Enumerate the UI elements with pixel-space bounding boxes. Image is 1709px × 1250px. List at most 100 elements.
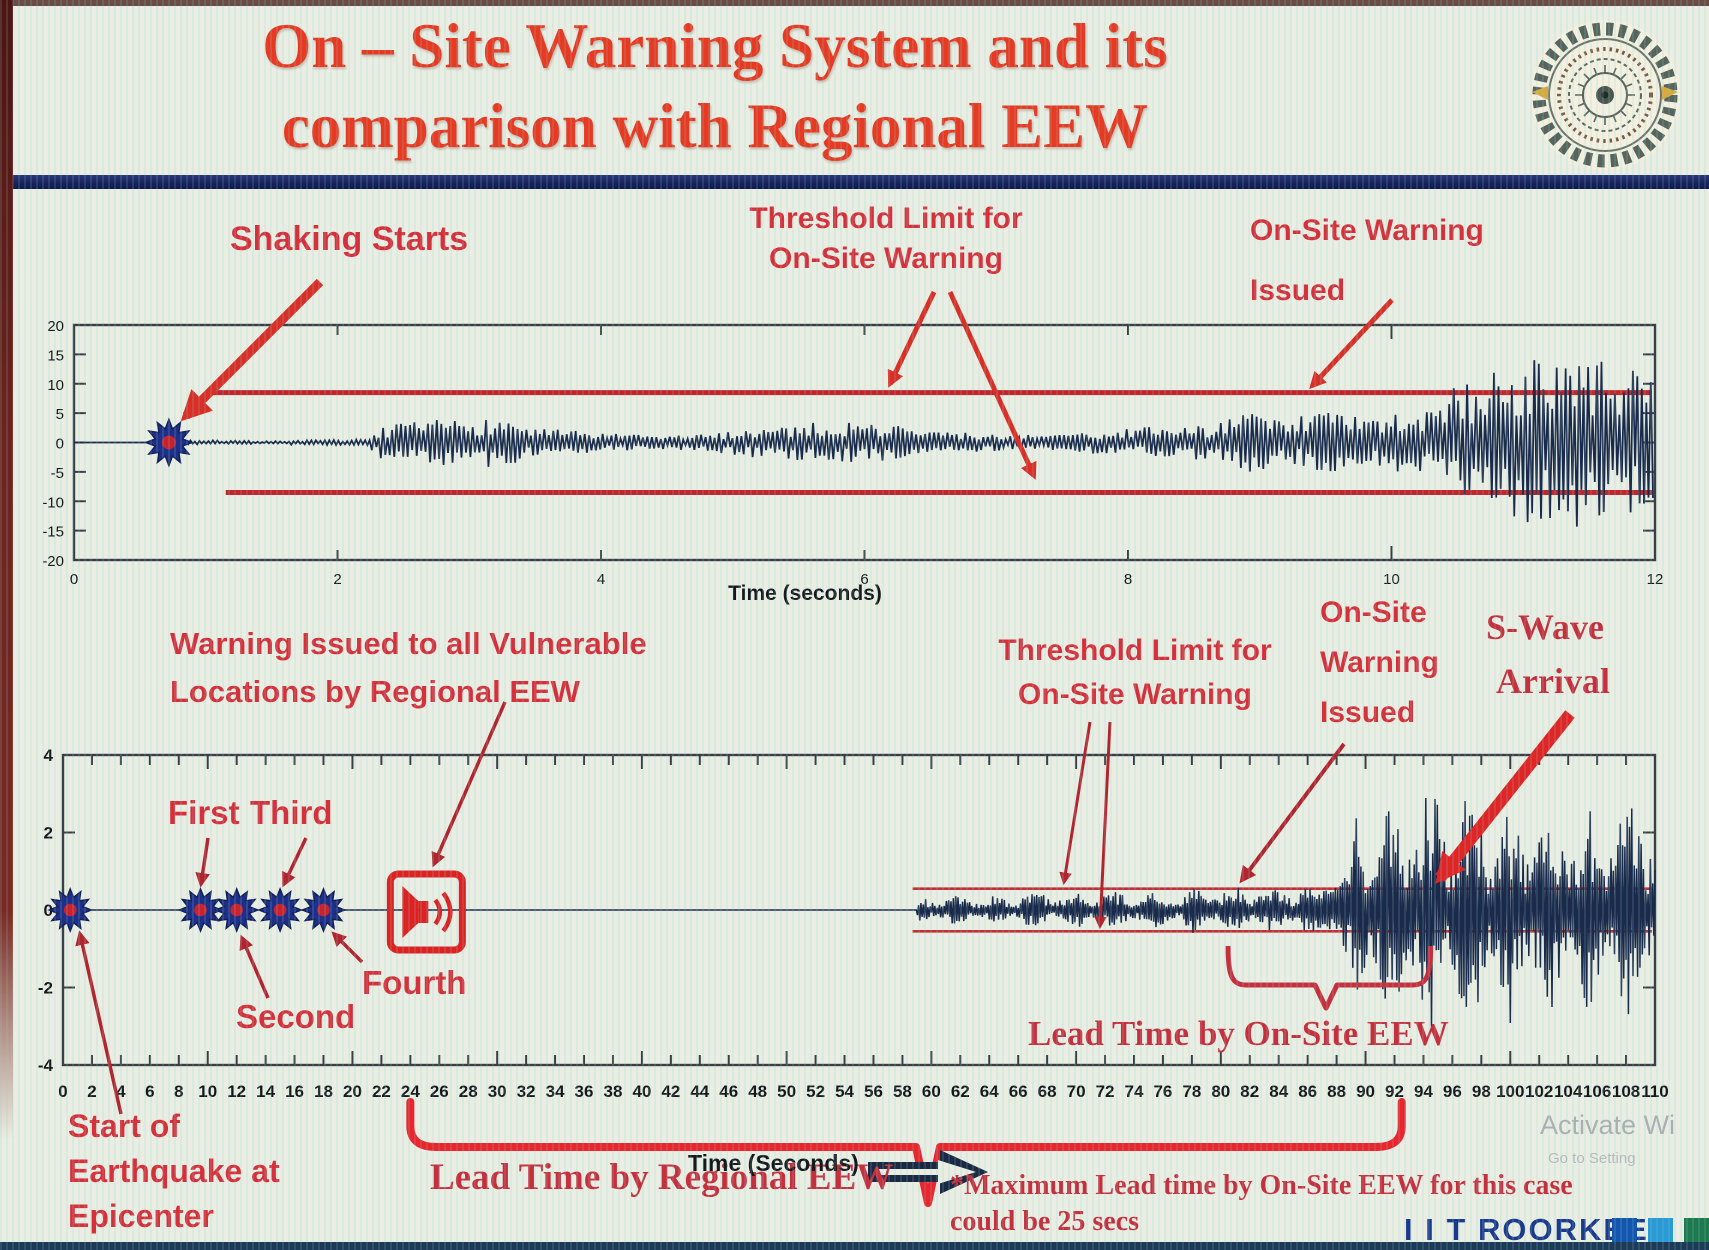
svg-text:28: 28: [459, 1082, 478, 1101]
footer-square-green-icon: [1684, 1218, 1709, 1243]
svg-text:10: 10: [1383, 571, 1400, 588]
arrow-start-epicenter: [80, 934, 121, 1114]
label-regional-warning-line2: Locations by Regional EEW: [170, 674, 580, 710]
label-start-epicenter-line2: Earthquake at: [68, 1153, 280, 1190]
svg-text:100: 100: [1496, 1082, 1524, 1101]
svg-text:56: 56: [864, 1082, 883, 1101]
arrow-first: [201, 838, 208, 884]
arrow-fourth: [334, 934, 362, 962]
svg-text:44: 44: [690, 1082, 709, 1101]
arrow-regional-warning-to-icon: [434, 702, 505, 864]
svg-text:4: 4: [44, 746, 54, 765]
svg-text:0: 0: [56, 436, 64, 453]
svg-text:22: 22: [372, 1082, 391, 1101]
label-onsite-issued-top-line1: On-Site Warning: [1250, 214, 1484, 248]
arrow-threshold-top-upper: [890, 292, 934, 384]
svg-text:62: 62: [951, 1082, 970, 1101]
svg-text:0: 0: [70, 571, 78, 588]
label-onsite-issued-bottom-line3: Issued: [1320, 696, 1415, 730]
svg-text:108: 108: [1612, 1082, 1640, 1101]
svg-text:20: 20: [47, 318, 64, 335]
svg-text:50: 50: [777, 1082, 796, 1101]
lead-time-onsite-brace: [1228, 946, 1431, 1008]
svg-text:54: 54: [835, 1082, 854, 1101]
svg-text:2: 2: [87, 1082, 96, 1101]
bottom-chart-xlabel: Time (Seconds): [688, 1150, 859, 1177]
photo-edge-bottom: [0, 1242, 1709, 1250]
svg-text:14: 14: [256, 1082, 275, 1101]
svg-text:68: 68: [1038, 1082, 1057, 1101]
svg-text:58: 58: [893, 1082, 912, 1101]
svg-text:104: 104: [1554, 1082, 1583, 1101]
svg-text:96: 96: [1443, 1082, 1462, 1101]
svg-text:16: 16: [285, 1082, 304, 1101]
epicenter-star-marker: [49, 889, 91, 931]
svg-text:34: 34: [546, 1082, 565, 1101]
label-onsite-issued-bottom-line1: On-Site: [1320, 596, 1427, 630]
arrow-onsite-issued-top: [1312, 300, 1392, 386]
svg-text:46: 46: [719, 1082, 738, 1101]
svg-text:5: 5: [56, 406, 64, 423]
label-regional-warning-line1: Warning Issued to all Vulnerable: [170, 626, 647, 662]
svg-text:-20: -20: [42, 553, 64, 570]
svg-text:76: 76: [1153, 1082, 1172, 1101]
svg-text:102: 102: [1525, 1082, 1553, 1101]
svg-text:72: 72: [1096, 1082, 1115, 1101]
station-trigger-star-marker-2: [216, 889, 258, 931]
label-threshold-bottom-line1: Threshold Limit for: [960, 634, 1310, 668]
station-trigger-star-marker-4: [303, 889, 345, 931]
photo-edge-top: [0, 0, 1709, 6]
label-lead-time-onsite: Lead Time by On-Site EEW: [1028, 1014, 1449, 1054]
arrow-third: [284, 838, 306, 884]
svg-text:90: 90: [1356, 1082, 1375, 1101]
label-swave-line1: S-Wave: [1486, 606, 1604, 648]
arrow-threshold-bottom-upper: [1064, 722, 1090, 882]
svg-text:48: 48: [748, 1082, 767, 1101]
svg-text:8: 8: [1124, 571, 1132, 588]
svg-text:36: 36: [575, 1082, 594, 1101]
arrow-onsite-issued-bottom: [1242, 744, 1344, 880]
svg-text:0: 0: [58, 1082, 67, 1101]
arrow-shaking-starts: [186, 282, 320, 416]
label-threshold-top-line1: Threshold Limit for: [730, 202, 1042, 236]
svg-text:10: 10: [47, 377, 64, 394]
top-seismogram: 02468101220151050-5-10-15-20: [42, 318, 1663, 588]
svg-text:94: 94: [1414, 1082, 1433, 1101]
svg-text:88: 88: [1327, 1082, 1346, 1101]
label-shaking-starts: Shaking Starts: [230, 220, 468, 259]
svg-text:15: 15: [47, 347, 64, 364]
label-start-epicenter-line3: Epicenter: [68, 1198, 214, 1235]
svg-text:8: 8: [174, 1082, 183, 1101]
svg-text:40: 40: [632, 1082, 651, 1101]
svg-text:-15: -15: [42, 524, 64, 541]
label-first: First: [168, 794, 240, 832]
svg-text:74: 74: [1125, 1082, 1144, 1101]
label-fourth: Fourth: [362, 964, 466, 1002]
svg-text:80: 80: [1211, 1082, 1230, 1101]
top-seismogram-waveform: [74, 360, 1653, 526]
svg-text:110: 110: [1641, 1082, 1668, 1101]
svg-text:-10: -10: [42, 494, 64, 511]
label-threshold-top-line2: On-Site Warning: [730, 242, 1042, 276]
activate-windows-watermark: Activate Wi: [1540, 1110, 1675, 1141]
svg-text:60: 60: [922, 1082, 941, 1101]
svg-text:86: 86: [1298, 1082, 1317, 1101]
svg-text:12: 12: [227, 1082, 246, 1101]
svg-text:18: 18: [314, 1082, 333, 1101]
svg-text:30: 30: [488, 1082, 507, 1101]
footer-square-lightblue-icon: [1648, 1218, 1673, 1243]
photo-edge-left: [0, 0, 13, 1140]
arrow-second: [242, 938, 268, 998]
svg-text:106: 106: [1583, 1082, 1611, 1101]
shaking-starts-star-marker: [146, 420, 192, 466]
label-start-epicenter-line1: Start of: [68, 1108, 180, 1145]
label-threshold-bottom-line2: On-Site Warning: [960, 678, 1310, 712]
svg-text:20: 20: [343, 1082, 362, 1101]
svg-text:70: 70: [1067, 1082, 1086, 1101]
label-onsite-issued-top-line2: Issued: [1250, 274, 1345, 308]
svg-text:2: 2: [333, 571, 341, 588]
regional-warning-speaker-icon: [390, 874, 462, 950]
svg-text:4: 4: [597, 571, 605, 588]
svg-text:84: 84: [1269, 1082, 1288, 1101]
svg-text:66: 66: [1009, 1082, 1028, 1101]
